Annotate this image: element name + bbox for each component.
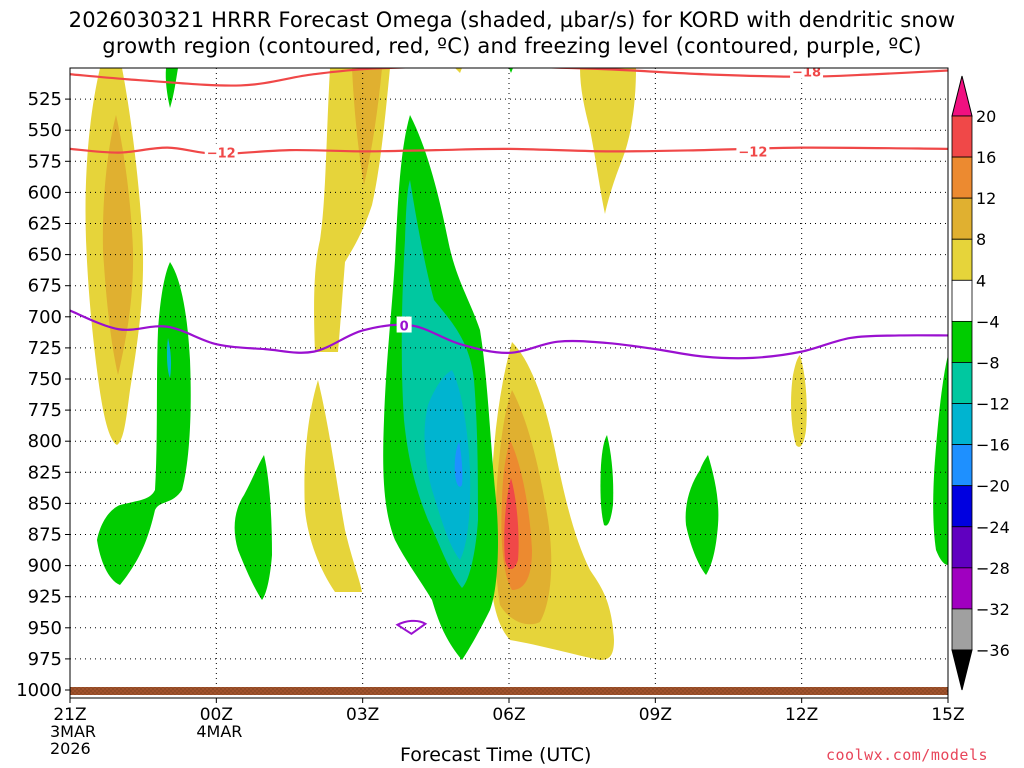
x-tick-sublabel: 2026	[50, 739, 91, 758]
colorbar-bin	[951, 485, 973, 528]
contour-freezing-small-loop	[395, 619, 428, 636]
y-tick-label: 550	[28, 120, 62, 141]
omega-negative-blue-04z	[454, 442, 463, 487]
colorbar-label: −32	[976, 600, 1010, 619]
omega-positive-inner-03z-aloft	[352, 68, 382, 185]
omega-positive-inner-22z	[102, 115, 134, 375]
colorbar-label: −36	[976, 641, 1010, 660]
x-tick-label: 15Z	[931, 705, 964, 725]
y-tick-label: 950	[28, 618, 62, 639]
contour-label-minus18: −18	[792, 66, 821, 81]
omega-positive-region-02z	[304, 380, 362, 592]
watermark: coolwx.com/models	[826, 746, 989, 764]
colorbar-bin	[951, 197, 973, 240]
colorbar-label: 4	[976, 271, 986, 290]
y-tick-label: 975	[28, 649, 62, 670]
colorbar-bin	[951, 320, 973, 363]
contours: −18 −12 −12 0	[70, 66, 948, 636]
omega-negative-region-23z	[97, 262, 191, 585]
y-tick-label: 875	[28, 525, 62, 546]
omega-speck-06z	[509, 68, 513, 73]
y-tick-label: 1000	[16, 680, 62, 701]
omega-negative-region-15z	[933, 355, 948, 565]
colorbar-label: −28	[976, 559, 1010, 578]
x-tick-label: 09Z	[639, 705, 672, 725]
contour-label-minus12-bg	[736, 142, 770, 159]
colorbar-label: 20	[976, 107, 996, 126]
y-tick-label: 825	[28, 462, 62, 483]
chart-title-line2: growth region (contoured, red, ºC) and f…	[102, 34, 922, 58]
omega-positive-region-08z-aloft	[580, 68, 636, 214]
contour-label-zero-bg	[396, 316, 412, 333]
x-tick-label: 21Z	[53, 705, 86, 725]
omega-negative-cyan-04z	[424, 370, 471, 560]
y-tick-label: 775	[28, 400, 62, 421]
colorbar-label: −4	[976, 312, 1000, 331]
colorbar-bin	[951, 444, 973, 487]
colorbar-top-arrow	[951, 75, 973, 117]
colorbar-label: 8	[976, 230, 986, 249]
colorbar: 20 16 12 8 4 −4 −8 −12 −16 −20 −24 −28 −32 −36	[951, 75, 1010, 691]
y-tick-label: 625	[28, 214, 62, 235]
colorbar-label: 16	[976, 148, 996, 167]
colorbar-label: −24	[976, 518, 1010, 537]
y-tick-label: 900	[28, 556, 62, 577]
colorbar-label: −8	[976, 353, 1000, 372]
x-tick-label: 12Z	[785, 705, 818, 725]
x-tick-label: 00Z	[200, 705, 233, 725]
ground-strip	[70, 687, 948, 695]
y-tick-label: 650	[28, 245, 62, 266]
x-axis-title: Forecast Time (UTC)	[400, 744, 592, 766]
x-tick-label: 06Z	[492, 705, 525, 725]
colorbar-bin	[951, 156, 973, 199]
chart-title-line1: 2026030321 HRRR Forecast Omega (shaded, …	[68, 8, 956, 32]
colorbar-bin	[951, 608, 973, 651]
colorbar-bottom-arrow	[951, 649, 973, 691]
omega-positive-red-06z	[504, 478, 519, 569]
omega-negative-region-22z-top	[165, 68, 178, 108]
colorbar-bin	[951, 115, 973, 158]
x-tick-sublabel: 3MAR	[50, 722, 96, 741]
y-tick-label: 575	[28, 151, 62, 172]
x-tick-sublabel: 4MAR	[196, 722, 242, 741]
colorbar-label: −16	[976, 436, 1010, 455]
colorbar-label: −20	[976, 477, 1010, 496]
colorbar-bin	[951, 362, 973, 404]
y-tick-label: 925	[28, 587, 62, 608]
colorbar-bin	[951, 238, 973, 281]
y-axis: 525 550 575 600 625 650 675 700 725 750 775 800 825 8…	[16, 89, 70, 701]
y-tick-label: 700	[28, 307, 62, 328]
colorbar-bin	[951, 526, 973, 569]
colorbar-label: 12	[976, 189, 996, 208]
colorbar-label: −12	[976, 395, 1010, 414]
y-tick-label: 850	[28, 493, 62, 514]
omega-negative-region-10z	[685, 455, 719, 575]
y-tick-label: 525	[28, 89, 62, 110]
contour-label-minus12: −12	[738, 145, 767, 160]
omega-negative-region-01z	[234, 455, 272, 600]
omega-negative-cyan-23z	[166, 338, 172, 378]
gridlines	[70, 68, 948, 698]
contour-label-zero: 0	[400, 320, 409, 335]
y-tick-label: 600	[28, 182, 62, 203]
colorbar-bin	[951, 403, 973, 446]
contour-label-minus12-bg	[204, 143, 238, 160]
colorbar-bin	[951, 567, 973, 610]
contour-freezing-level	[70, 309, 948, 360]
y-tick-label: 675	[28, 276, 62, 297]
y-tick-label: 725	[28, 338, 62, 359]
omega-speck-04z	[455, 68, 462, 73]
contour-label-minus18-bg	[790, 68, 824, 79]
y-tick-label: 800	[28, 431, 62, 452]
colorbar-bin	[951, 279, 973, 322]
omega-positive-region-12z	[791, 355, 807, 447]
x-tick-label: 03Z	[346, 705, 379, 725]
contour-label-minus12: −12	[207, 147, 236, 162]
y-tick-label: 750	[28, 369, 62, 390]
